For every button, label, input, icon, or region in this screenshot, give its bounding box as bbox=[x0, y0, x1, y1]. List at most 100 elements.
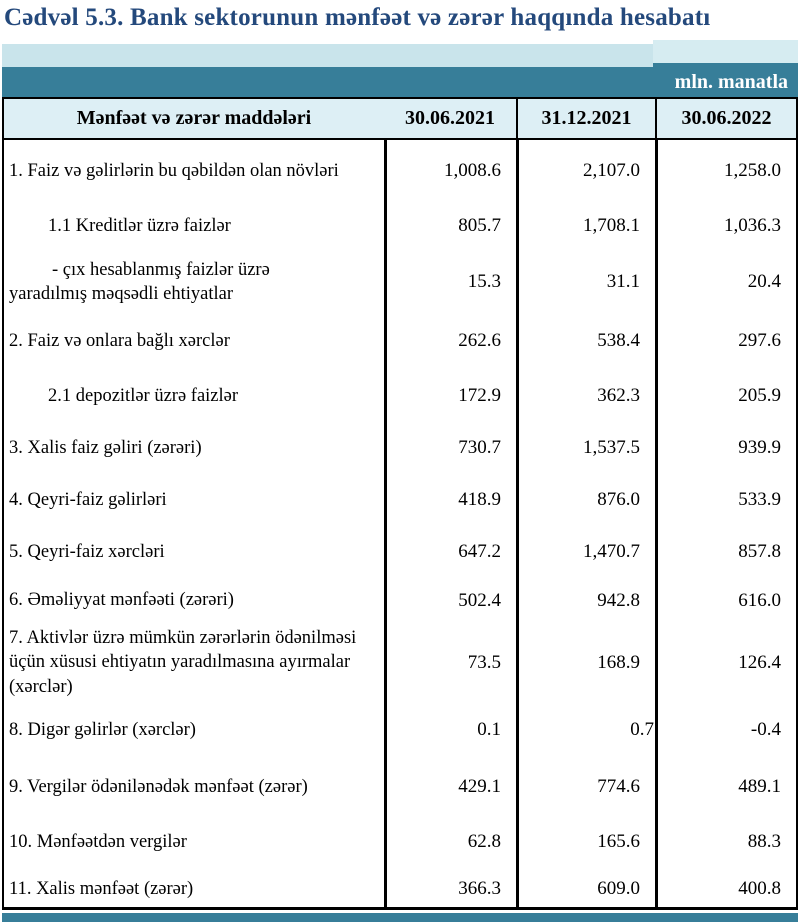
row-label-text: - çıx hesablanmış faizlər üzrə yaradılmış… bbox=[4, 258, 384, 307]
row-label-text: 10. Mənfəətdən vergilər bbox=[4, 830, 384, 854]
row-label-line: yaradılmış məqsədli ehtiyatlar bbox=[9, 284, 233, 304]
table-row: 1. Faiz və gəlirlərin bu qəbildən olan n… bbox=[4, 140, 796, 202]
row-label: 1. Faiz və gəlirlərin bu qəbildən olan n… bbox=[4, 140, 384, 202]
row-value-cell: 2,107.0 bbox=[516, 140, 655, 202]
row-value-cell: 366.3 bbox=[384, 870, 516, 908]
header-cell-date-2021-06: 30.06.2021 bbox=[405, 107, 495, 129]
row-value-cell: 616.0 bbox=[655, 576, 796, 625]
row-value-cell: 942.8 bbox=[516, 576, 655, 625]
row-value-cell: 939.9 bbox=[655, 424, 796, 472]
row-value-cell: 857.8 bbox=[655, 528, 796, 576]
teal-band: mln. manatla bbox=[2, 67, 798, 97]
row-label-line: 6. Əməliyyat mənfəəti (zərəri) bbox=[9, 590, 234, 611]
row-label-line: 2. Faiz və onlara bağlı xərclər bbox=[9, 330, 230, 351]
table-row: 11. Xalis mənfəət (zərər) 366.3 609.0 400.8 bbox=[4, 870, 796, 908]
row-label-text: 4. Qeyri-faiz gəlirləri bbox=[4, 488, 384, 512]
row-value-cell: 876.0 bbox=[516, 472, 655, 528]
row-value-cell: 609.0 bbox=[516, 870, 655, 908]
row-label: 3. Xalis faiz gəliri (zərəri) bbox=[4, 424, 384, 472]
row-value-cell: 1,708.1 bbox=[516, 202, 655, 250]
page-title: Cədvəl 5.3. Bank sektorunun mənfəət və z… bbox=[4, 4, 711, 31]
table-row: 9. Vergilər ödənilənədək mənfəət (zərər)… bbox=[4, 760, 796, 814]
row-label-text: 1. Faiz və gəlirlərin bu qəbildən olan n… bbox=[4, 159, 384, 183]
row-value-cell: 165.6 bbox=[516, 814, 655, 870]
row-value-cell: 205.9 bbox=[655, 368, 796, 424]
row-label-line: 8. Digər gəlirlər (xərclər) bbox=[9, 719, 196, 740]
row-value-cell: 168.9 bbox=[516, 625, 655, 700]
table-header-row: Mənfəət və zərər maddələri 30.06.2021 31… bbox=[4, 99, 796, 140]
row-value-cell: 429.1 bbox=[384, 760, 516, 814]
row-label: 7. Aktivlər üzrə mümkün zərərlərin ödəni… bbox=[4, 625, 384, 700]
row-value-cell: 1,470.7 bbox=[516, 528, 655, 576]
row-label: 10. Mənfəətdən vergilər bbox=[4, 814, 384, 870]
table-row: 2.1 depozitlər üzrə faizlər 172.9 362.3 205… bbox=[4, 368, 796, 424]
row-label: 2.1 depozitlər üzrə faizlər bbox=[4, 368, 384, 424]
row-label-line: - çıx hesablanmış faizlər üzrə bbox=[52, 259, 270, 280]
row-label-text: 8. Digər gəlirlər (xərclər) bbox=[4, 718, 384, 742]
row-label: - çıx hesablanmış faizlər üzrə yaradılmış… bbox=[4, 250, 384, 314]
row-value-cell: 538.4 bbox=[516, 314, 655, 368]
table-row: 4. Qeyri-faiz gəlirləri 418.9 876.0 533.9 bbox=[4, 472, 796, 528]
row-value-cell: 362.3 bbox=[516, 368, 655, 424]
row-value-cell: 774.6 bbox=[516, 760, 655, 814]
row-value-cell: 1,537.5 bbox=[516, 424, 655, 472]
table-row: 1.1 Kreditlər üzrə faizlər 805.7 1,708.1 1,… bbox=[4, 202, 796, 250]
row-value-cell: 73.5 bbox=[384, 625, 516, 700]
row-value-cell: 172.9 bbox=[384, 368, 516, 424]
teal-band-step bbox=[653, 63, 798, 67]
row-label-line: 11. Xalis mənfəət (zərər) bbox=[9, 878, 194, 899]
bottom-teal-strip bbox=[2, 913, 798, 922]
row-value-cell: 805.7 bbox=[384, 202, 516, 250]
row-label-line: 9. Vergilər ödənilənədək mənfəət (zərər) bbox=[9, 776, 308, 797]
table-row: 3. Xalis faiz gəliri (zərəri) 730.7 1,537.… bbox=[4, 424, 796, 472]
row-label-text: 1.1 Kreditlər üzrə faizlər bbox=[4, 214, 384, 238]
row-label: 8. Digər gəlirlər (xərclər) bbox=[4, 700, 384, 760]
row-value-cell: 533.9 bbox=[655, 472, 796, 528]
row-label-text: 6. Əməliyyat mənfəəti (zərəri) bbox=[4, 588, 384, 612]
header-cell-items: Mənfəət və zərər maddələri bbox=[76, 107, 312, 129]
row-label-line: 2.1 depozitlər üzrə faizlər bbox=[48, 385, 239, 406]
row-label-text: 2.1 depozitlər üzrə faizlər bbox=[4, 384, 384, 408]
row-value-cell: 0.1 bbox=[384, 700, 516, 760]
row-label-text: 5. Qeyri-faiz xərcləri bbox=[4, 540, 384, 564]
row-value-cell: 262.6 bbox=[384, 314, 516, 368]
row-label-line: 3. Xalis faiz gəliri (zərəri) bbox=[9, 437, 202, 458]
profit-loss-table: Mənfəət və zərər maddələri 30.06.2021 31… bbox=[2, 97, 798, 910]
table-row: 8. Digər gəlirlər (xərclər) 0.1 0.7 -0.4 bbox=[4, 700, 796, 760]
row-value-cell: 88.3 bbox=[655, 814, 796, 870]
row-label-text: 11. Xalis mənfəət (zərər) bbox=[4, 877, 384, 901]
row-label-text: 3. Xalis faiz gəliri (zərəri) bbox=[4, 436, 384, 460]
row-value-cell: 730.7 bbox=[384, 424, 516, 472]
header-cell-date-2021-12: 31.12.2021 bbox=[516, 99, 655, 138]
row-label: 6. Əməliyyat mənfəəti (zərəri) bbox=[4, 576, 384, 625]
row-label: 4. Qeyri-faiz gəlirləri bbox=[4, 472, 384, 528]
row-label: 9. Vergilər ödənilənədək mənfəət (zərər) bbox=[4, 760, 384, 814]
row-label-text: 2. Faiz və onlara bağlı xərclər bbox=[4, 329, 384, 353]
row-value-cell: 31.1 bbox=[516, 250, 655, 314]
row-value-cell: 502.4 bbox=[384, 576, 516, 625]
table-body: 1. Faiz və gəlirlərin bu qəbildən olan n… bbox=[4, 140, 796, 908]
table-row: 5. Qeyri-faiz xərcləri 647.2 1,470.7 857.8 bbox=[4, 528, 796, 576]
row-value-cell: 1,036.3 bbox=[655, 202, 796, 250]
header-cell-date-2022-06: 30.06.2022 bbox=[655, 99, 796, 138]
row-value-cell: 126.4 bbox=[655, 625, 796, 700]
row-label: 1.1 Kreditlər üzrə faizlər bbox=[4, 202, 384, 250]
row-label: 11. Xalis mənfəət (zərər) bbox=[4, 870, 384, 908]
row-value-cell: 20.4 bbox=[655, 250, 796, 314]
table-row: 7. Aktivlər üzrə mümkün zərərlərin ödəni… bbox=[4, 625, 796, 700]
row-value-cell: 1,258.0 bbox=[655, 140, 796, 202]
row-value-cell: 297.6 bbox=[655, 314, 796, 368]
row-label-line: 1.1 Kreditlər üzrə faizlər bbox=[48, 215, 231, 236]
row-label-line: 4. Qeyri-faiz gəlirləri bbox=[9, 489, 167, 510]
light-blue-band bbox=[2, 44, 653, 67]
row-value-cell: 489.1 bbox=[655, 760, 796, 814]
row-label-text: 7. Aktivlər üzrə mümkün zərərlərin ödəni… bbox=[4, 626, 384, 699]
table-row: 10. Mənfəətdən vergilər 62.8 165.6 88.3 bbox=[4, 814, 796, 870]
row-value-cell: 62.8 bbox=[384, 814, 516, 870]
row-label-line: 7. Aktivlər üzrə mümkün zərərlərin ödəni… bbox=[9, 627, 357, 697]
row-value-cell: 15.3 bbox=[384, 250, 516, 314]
table-row: 6. Əməliyyat mənfəəti (zərəri) 502.4 942.8… bbox=[4, 576, 796, 625]
light-blue-band-right bbox=[653, 40, 798, 63]
row-value-cell: 647.2 bbox=[384, 528, 516, 576]
row-value-cell: 400.8 bbox=[655, 870, 796, 908]
